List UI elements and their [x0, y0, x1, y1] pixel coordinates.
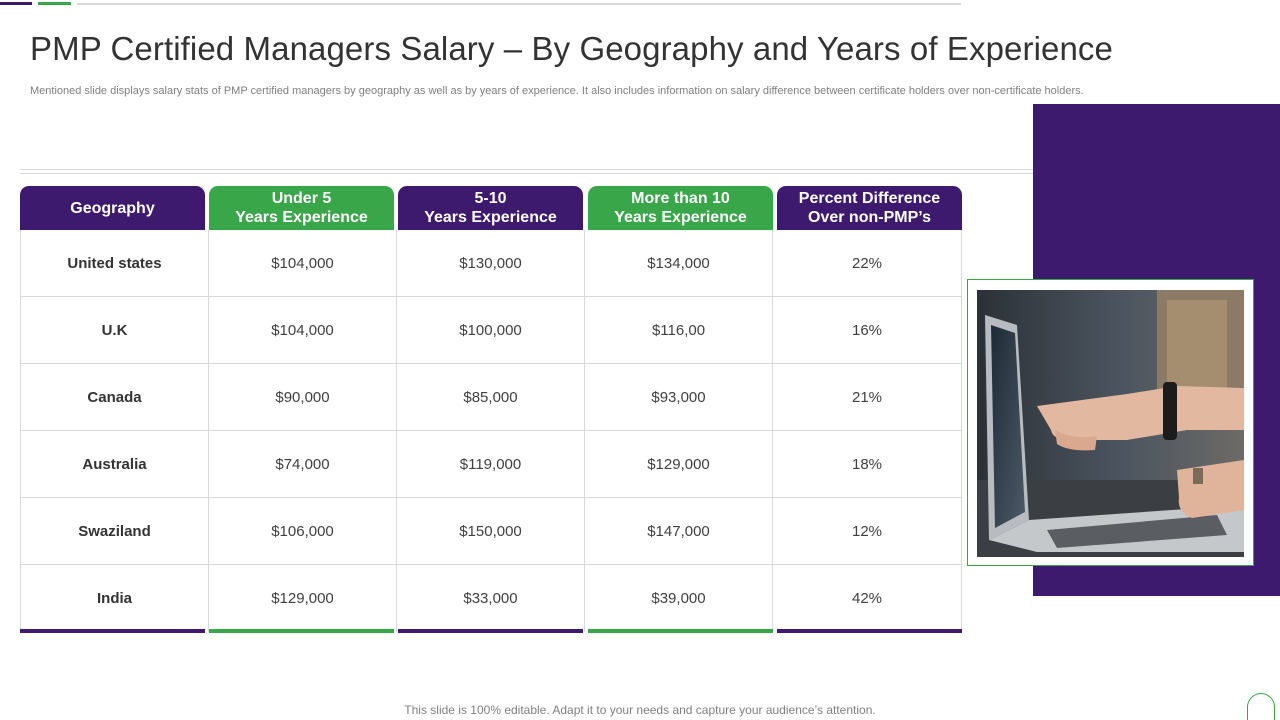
laptop-photo-icon: [977, 290, 1244, 557]
cell-geography: Australia: [21, 431, 209, 498]
cell-under-5: $104,000: [209, 297, 397, 364]
column-bottom-bar: [209, 629, 394, 633]
cell-under-5: $74,000: [209, 431, 397, 498]
table-header-row: Geography Under 5 Years Experience 5-10 Ye…: [20, 186, 962, 230]
column-bottom-bar: [398, 629, 583, 633]
cell-5-10: $150,000: [397, 498, 585, 565]
cell-geography: Canada: [21, 364, 209, 431]
top-accent-green: [38, 2, 71, 5]
header-percent-difference: Percent Difference Over non-PMP’s: [777, 186, 962, 230]
slide-footer: This slide is 100% editable. Adapt it to…: [404, 703, 876, 717]
table-row: Australia $74,000 $119,000 $129,000 18%: [21, 431, 961, 498]
cell-percent: 12%: [851, 523, 883, 540]
cell-under-5: $106,000: [209, 498, 397, 565]
cell-5-10: $119,000: [397, 431, 585, 498]
table-body: United states $104,000 $130,000 $134,000…: [20, 230, 962, 632]
cell-percent: 18%: [851, 456, 883, 473]
header-under-5-years: Under 5 Years Experience: [209, 186, 394, 230]
cell-percent: 16%: [851, 322, 883, 339]
cell-geography: U.K: [21, 297, 209, 364]
laptop-photo: [977, 290, 1244, 557]
cell-5-10: $33,000: [397, 565, 585, 632]
header-text: Years Experience: [235, 209, 368, 226]
cell-percent: 22%: [851, 255, 883, 272]
header-text: Years Experience: [424, 209, 557, 226]
cell-more-than-10: $147,000: [585, 498, 773, 565]
column-bottom-bar: [777, 629, 962, 633]
table-row: Canada $90,000 $85,000 $93,000 21%: [21, 364, 961, 431]
header-text: Under 5: [271, 190, 332, 207]
header-geography: Geography: [20, 186, 205, 230]
top-accent-purple: [0, 2, 32, 5]
cell-5-10: $100,000: [397, 297, 585, 364]
cell-more-than-10: $134,000: [585, 230, 773, 297]
cell-5-10: $85,000: [397, 364, 585, 431]
divider-line: [20, 173, 1033, 174]
header-5-10-years: 5-10 Years Experience: [398, 186, 583, 230]
cell-under-5: $104,000: [209, 230, 397, 297]
cell-geography: India: [21, 565, 209, 632]
column-bottom-bar: [588, 629, 773, 633]
cell-percent: 21%: [851, 389, 883, 406]
corner-arch-icon: [1247, 693, 1275, 720]
cell-more-than-10: $39,000: [585, 565, 773, 632]
header-text: Percent Difference: [798, 190, 941, 207]
cell-more-than-10: $93,000: [585, 364, 773, 431]
cell-geography: Swaziland: [21, 498, 209, 565]
cell-under-5: $129,000: [209, 565, 397, 632]
cell-geography: United states: [21, 230, 209, 297]
table-row: India $129,000 $33,000 $39,000 42%: [21, 565, 961, 632]
divider-line: [20, 169, 1033, 170]
header-more-than-10-years: More than 10 Years Experience: [588, 186, 773, 230]
table-row: U.K $104,000 $100,000 $116,00 16%: [21, 297, 961, 364]
cell-percent: 42%: [851, 590, 883, 607]
header-text: Geography: [70, 199, 155, 217]
table-row: Swaziland $106,000 $150,000 $147,000 12%: [21, 498, 961, 565]
slide-subtitle: Mentioned slide displays salary stats of…: [30, 85, 1084, 97]
header-text: More than 10: [631, 190, 730, 207]
slide-title: PMP Certified Managers Salary – By Geogr…: [30, 30, 1113, 67]
top-accent-line: [77, 3, 961, 5]
column-bottom-bar: [20, 629, 205, 633]
cell-5-10: $130,000: [397, 230, 585, 297]
table-row: United states $104,000 $130,000 $134,000…: [21, 230, 961, 297]
header-text: Over non-PMP’s: [808, 209, 931, 226]
header-text: 5-10: [474, 190, 507, 207]
cell-under-5: $90,000: [209, 364, 397, 431]
cell-more-than-10: $129,000: [585, 431, 773, 498]
cell-more-than-10: $116,00: [585, 297, 773, 364]
header-text: Years Experience: [614, 209, 747, 226]
